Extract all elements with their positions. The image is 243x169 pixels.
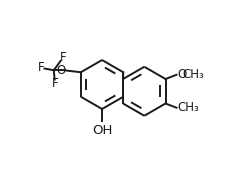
Text: F: F (52, 77, 58, 90)
Text: CH₃: CH₃ (178, 101, 200, 114)
Text: F: F (60, 51, 66, 64)
Text: O: O (57, 64, 66, 77)
Text: OH: OH (92, 124, 112, 137)
Text: CH₃: CH₃ (182, 68, 204, 81)
Text: O: O (178, 68, 187, 81)
Text: F: F (37, 61, 44, 74)
